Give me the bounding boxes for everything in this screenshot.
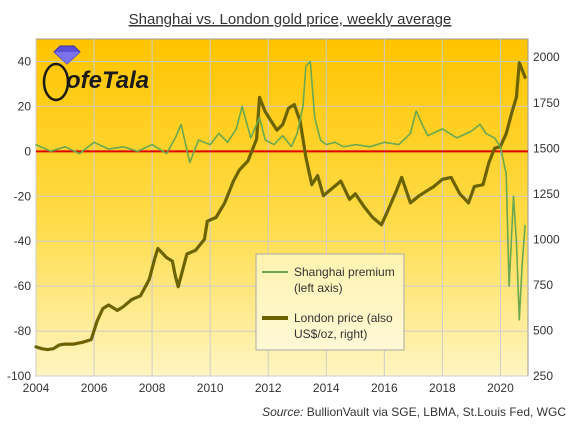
x-tick-label: 2008 — [139, 381, 166, 395]
brand-logo: ofeTala — [42, 45, 149, 102]
left-tick-label: -60 — [14, 279, 32, 293]
legend-label-shanghai-line1: Shanghai premium — [294, 265, 395, 279]
right-tick-label: 1000 — [533, 232, 560, 246]
legend-label-london-line1: London price (also — [294, 311, 393, 325]
left-tick-label: 0 — [24, 144, 31, 158]
logo-text: ofeTala — [66, 67, 149, 94]
london-price-line — [34, 61, 527, 352]
left-tick-label: -100 — [7, 369, 31, 383]
left-tick-label: 40 — [18, 54, 32, 68]
x-tick-label: 2016 — [371, 381, 398, 395]
x-tick-label: 2018 — [429, 381, 456, 395]
x-tick-label: 2012 — [255, 381, 282, 395]
chart-title: Shanghai vs. London gold price, weekly a… — [129, 11, 452, 28]
x-tick-label: 2004 — [23, 381, 50, 395]
left-axis-ticks: 40 20 0 -20 -40 -60 -80 -100 — [7, 54, 31, 383]
legend-label-london-line2: US$/oz, right) — [294, 327, 367, 341]
right-axis-ticks: 2000 1750 1500 1250 1000 750 500 250 — [533, 50, 560, 383]
diamond-facet-icon — [54, 52, 80, 64]
shanghai-premium-line — [35, 60, 526, 321]
right-tick-label: 500 — [533, 323, 553, 337]
right-tick-label: 750 — [533, 278, 553, 292]
series-layer — [34, 60, 527, 352]
right-tick-label: 2000 — [533, 50, 560, 64]
legend-box — [255, 253, 405, 351]
right-tick-label: 1250 — [533, 187, 560, 201]
left-tick-label: -20 — [14, 189, 32, 203]
legend-label-shanghai-line2: (left axis) — [294, 281, 343, 295]
source-caption: Source: BullionVault via SGE, LBMA, St.L… — [262, 405, 566, 419]
left-tick-label: -80 — [14, 324, 32, 338]
x-tick-label: 2006 — [81, 381, 108, 395]
x-tick-label: 2014 — [313, 381, 340, 395]
right-tick-label: 250 — [533, 369, 553, 383]
source-text: BullionVault via SGE, LBMA, St.Louis Fed… — [307, 405, 567, 419]
left-tick-label: 20 — [18, 99, 32, 113]
x-axis-ticks: 2004 2006 2008 2010 2012 2014 2016 2018 2020 — [23, 381, 514, 395]
x-tick-label: 2010 — [197, 381, 224, 395]
right-tick-label: 1500 — [533, 141, 560, 155]
legend: Shanghai premium (left axis) London pric… — [255, 253, 405, 351]
left-tick-label: -40 — [14, 234, 32, 248]
logo-ring-icon — [42, 62, 70, 102]
source-label: Source: — [262, 405, 303, 419]
x-tick-label: 2020 — [487, 381, 514, 395]
right-tick-label: 1750 — [533, 96, 560, 110]
